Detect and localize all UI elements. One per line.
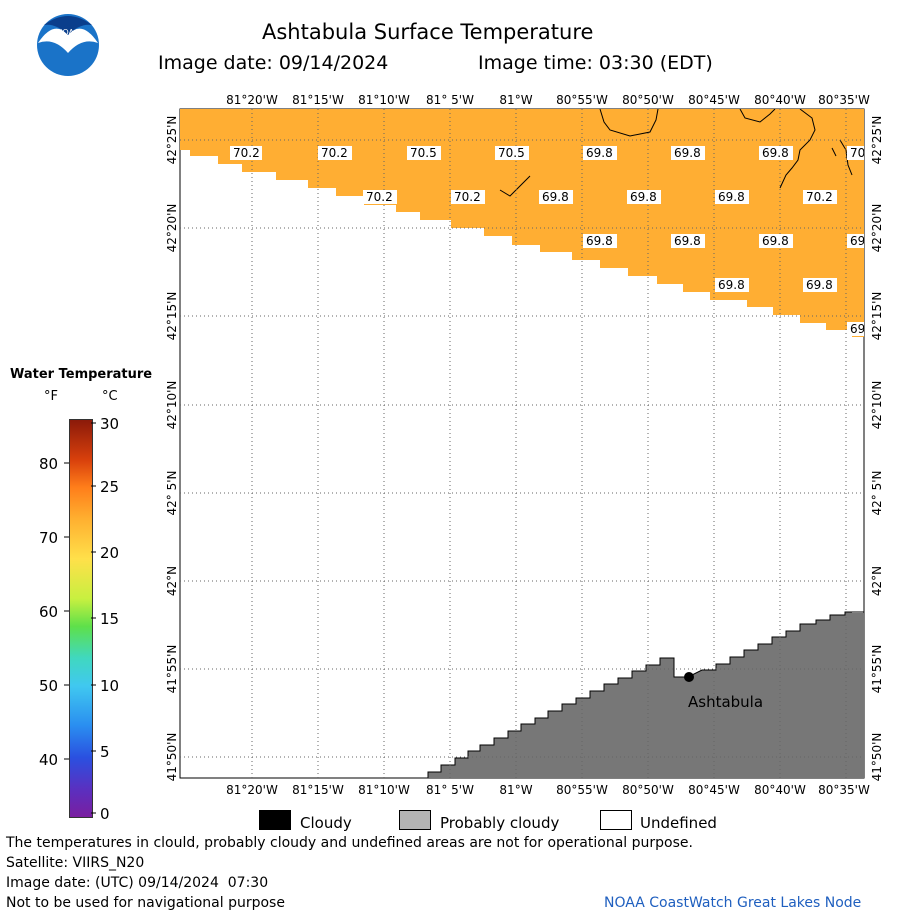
temperature-label: 70.2: [233, 146, 260, 160]
key-cloudy-swatch: [259, 810, 291, 830]
temperature-label: 70.5: [498, 146, 525, 160]
lat-label-right: 42° 5'N: [870, 471, 884, 516]
lon-label-bottom: 81°10'W: [358, 783, 410, 797]
image-time-label: Image time: 03:30 (EDT): [478, 52, 713, 74]
lat-label-right: 42°25'N: [870, 116, 884, 165]
city-label: Ashtabula: [688, 693, 763, 711]
lat-label-left: 42°15'N: [165, 292, 179, 341]
temperature-label: 69.8: [674, 234, 701, 248]
legend-unit-f: °F: [44, 389, 58, 404]
legend-f-tick: 40: [39, 751, 58, 769]
lon-label-bottom: 81° 5'W: [426, 783, 474, 797]
lat-label-left: 41°55'N: [165, 645, 179, 694]
city-marker: [684, 672, 694, 682]
lon-label-top: 81°20'W: [226, 93, 278, 107]
legend-f-tick: 80: [39, 455, 58, 473]
page-title: Ashtabula Surface Temperature: [262, 20, 594, 44]
key-cloudy-label: Cloudy: [300, 814, 352, 832]
water-temperature-area: [180, 109, 864, 337]
temperature-label: 69.8: [674, 146, 701, 160]
key-undefined-swatch: [600, 810, 632, 830]
lon-label-top: 80°40'W: [754, 93, 806, 107]
temperature-label: 70.2: [454, 190, 481, 204]
key-probably-cloudy-label: Probably cloudy: [440, 814, 560, 832]
lat-label-left: 42°N: [165, 566, 179, 596]
legend-c-tick: 30: [100, 415, 119, 433]
temperature-label: 69.8: [806, 278, 833, 292]
legend-c-tick: 10: [100, 677, 119, 695]
lon-label-bottom: 80°55'W: [556, 783, 608, 797]
noaa-logo-icon: NOAA: [37, 14, 99, 76]
lon-label-bottom: 80°45'W: [688, 783, 740, 797]
lon-label-bottom: 80°35'W: [818, 783, 870, 797]
lon-label-top: 81°15'W: [292, 93, 344, 107]
lat-label-left: 42°25'N: [165, 116, 179, 165]
temperature-label: 69.8: [586, 234, 613, 248]
temperature-label: 69.8: [718, 190, 745, 204]
lat-label-right: 41°50'N: [870, 733, 884, 782]
legend-c-tick: 5: [100, 743, 110, 761]
lat-label-right: 42°15'N: [870, 292, 884, 341]
lon-label-bottom: 81°15'W: [292, 783, 344, 797]
footer-disclaimer: The temperatures in clould, probably clo…: [6, 835, 693, 851]
lon-label-top: 80°45'W: [688, 93, 740, 107]
temperature-label: 70: [850, 146, 865, 160]
contour-lines: [499, 108, 853, 197]
coastline: [427, 611, 864, 778]
lon-label-top: 81°W: [499, 93, 532, 107]
legend-unit-c: °C: [102, 389, 118, 404]
temperature-label: 70.5: [410, 146, 437, 160]
temperature-label: 69.8: [630, 190, 657, 204]
lon-label-bottom: 80°50'W: [622, 783, 674, 797]
legend-c-tick: 15: [100, 610, 119, 628]
legend-c-tick: 25: [100, 478, 119, 496]
lon-label-top: 81° 5'W: [426, 93, 474, 107]
temperature-label: 70.2: [806, 190, 833, 204]
image-date-label: Image date: 09/14/2024: [158, 52, 389, 74]
temperature-label: 70.2: [366, 190, 393, 204]
lat-label-right: 42°N: [870, 566, 884, 596]
legend-title: Water Temperature: [10, 367, 153, 382]
legend-c-tick: 20: [100, 544, 119, 562]
footer-navigation-warning: Not to be used for navigational purpose: [6, 895, 285, 911]
lat-label-left: 42°10'N: [165, 381, 179, 430]
noaa-logo: NOAA: [36, 13, 100, 77]
footer-credit: NOAA CoastWatch Great Lakes Node: [604, 895, 862, 911]
legend-f-tick: 50: [39, 677, 58, 695]
temperature-label: 69: [850, 234, 865, 248]
temperature-label: 69.8: [586, 146, 613, 160]
noaa-logo-text: NOAA: [56, 28, 80, 37]
legend-f-tick: 60: [39, 603, 58, 621]
temperature-label: 69: [850, 322, 865, 336]
lat-label-right: 42°10'N: [870, 381, 884, 430]
lon-label-bottom: 80°40'W: [754, 783, 806, 797]
lon-label-top: 80°55'W: [556, 93, 608, 107]
temperature-label: 70.2: [321, 146, 348, 160]
legend-f-tick: 70: [39, 529, 58, 547]
key-probably-cloudy-swatch: [399, 810, 431, 830]
lat-label-right: 42°20'N: [870, 204, 884, 253]
temperature-label: 69.8: [542, 190, 569, 204]
lon-label-top: 80°50'W: [622, 93, 674, 107]
key-undefined-label: Undefined: [640, 814, 717, 832]
legend-ticks: 80 70 60 50 40 30 25 20 15 10 5 0: [39, 415, 119, 823]
lat-label-right: 41°55'N: [870, 645, 884, 694]
temperature-label: 69.8: [718, 278, 745, 292]
temperature-label: 69.8: [762, 234, 789, 248]
lat-label-left: 42° 5'N: [165, 471, 179, 516]
land-area: [428, 612, 864, 778]
lon-label-top: 81°10'W: [358, 93, 410, 107]
lat-label-left: 42°20'N: [165, 204, 179, 253]
lon-label-bottom: 81°20'W: [226, 783, 278, 797]
lon-label-bottom: 81°W: [499, 783, 532, 797]
legend-c-tick: 0: [100, 805, 110, 823]
footer-satellite: Satellite: VIIRS_N20: [6, 855, 145, 871]
temperature-label: 69.8: [762, 146, 789, 160]
footer-utc-date: Image date: (UTC) 09/14/2024 07:30: [6, 875, 269, 891]
lat-label-left: 41°50'N: [165, 733, 179, 782]
lon-label-top: 80°35'W: [818, 93, 870, 107]
